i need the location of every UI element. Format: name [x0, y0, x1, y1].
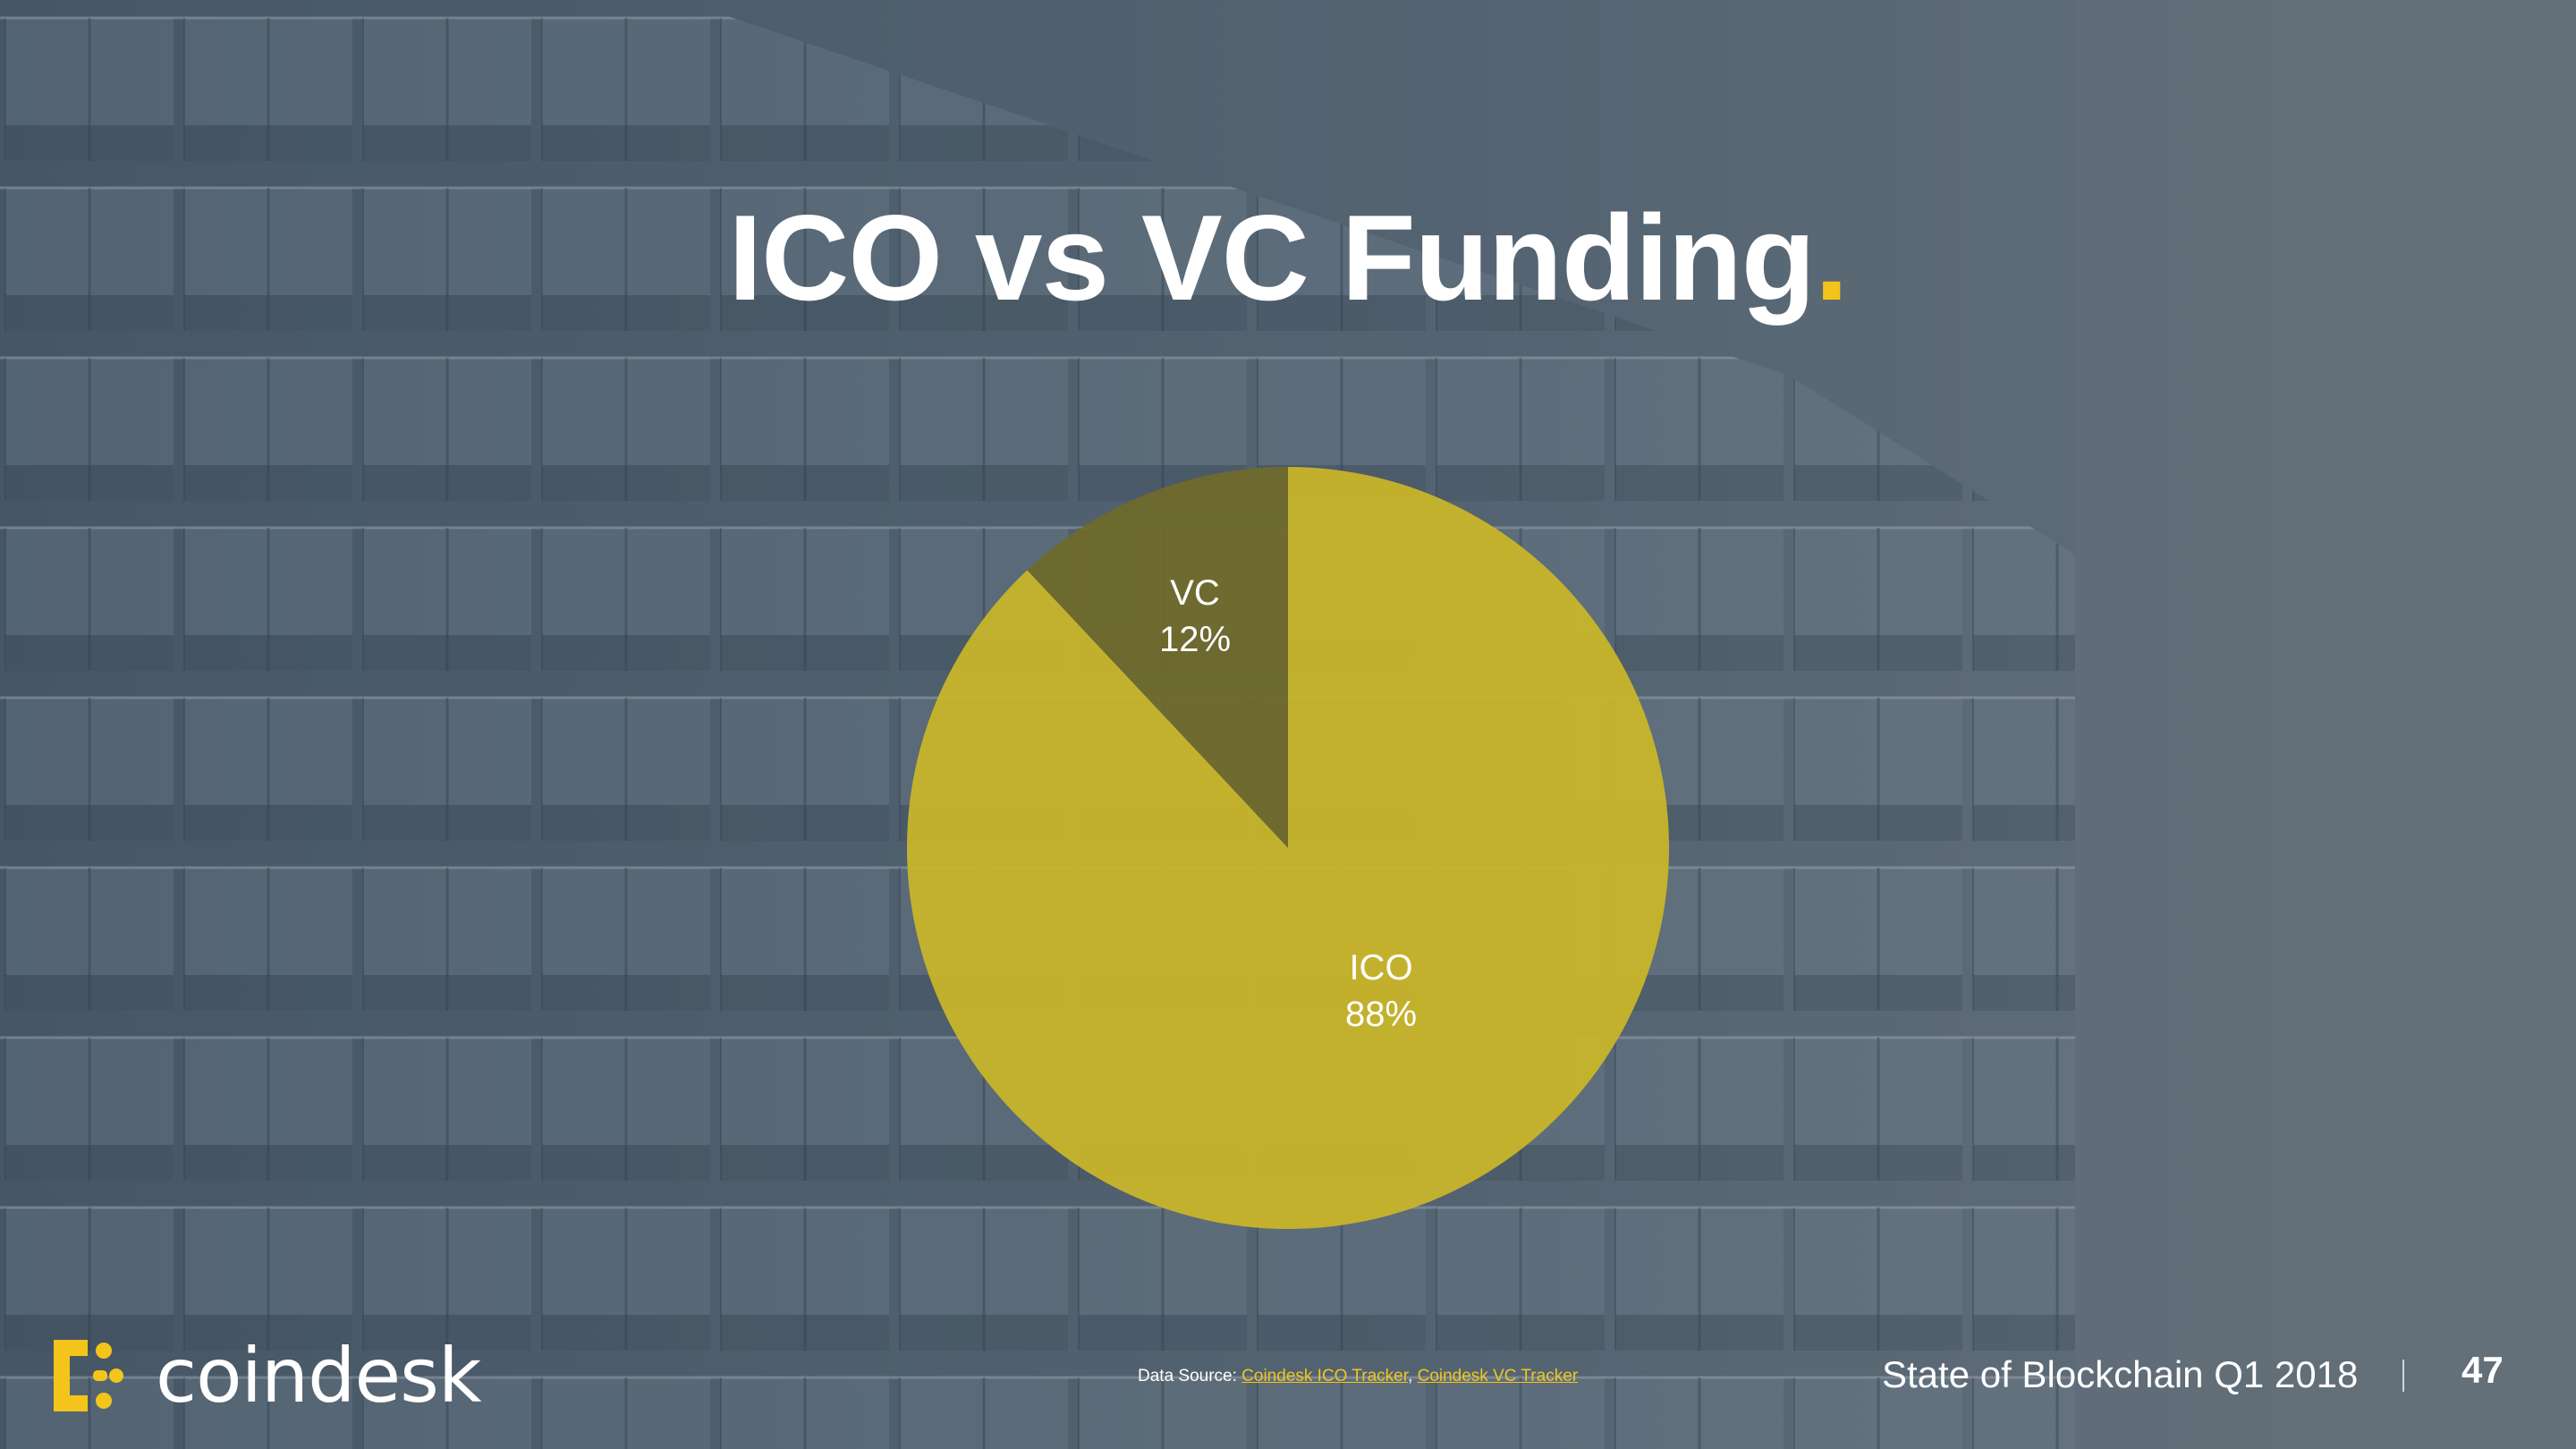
coindesk-logo-icon	[54, 1340, 123, 1411]
pie-slice-vc	[1027, 467, 1288, 848]
data-source-separator: ,	[1408, 1367, 1418, 1385]
logo-wordmark: coindesk	[156, 1332, 482, 1419]
slice-label-vc: VC	[1170, 573, 1220, 613]
slice-value-vc: 12%	[1159, 620, 1231, 659]
vc-tracker-link[interactable]: Coindesk VC Tracker	[1417, 1367, 1579, 1385]
title-accent-dot: .	[1814, 190, 1849, 326]
coindesk-logo: coindesk	[45, 1331, 482, 1420]
page-number: 47	[2462, 1349, 2504, 1391]
slice-value-ico: 88%	[1345, 995, 1417, 1034]
pie-slice-ico	[907, 467, 1670, 1229]
data-source: Data Source: Coindesk ICO Tracker, Coind…	[1138, 1367, 1578, 1386]
page-title: ICO vs VC Funding.	[728, 190, 1849, 326]
footer-report-title: State of Blockchain Q1 2018	[1882, 1353, 2359, 1395]
ico-tracker-link[interactable]: Coindesk ICO Tracker	[1241, 1367, 1409, 1385]
slice-label-ico: ICO	[1349, 948, 1412, 987]
footer-separator	[2402, 1360, 2404, 1392]
data-source-prefix: Data Source:	[1138, 1367, 1242, 1385]
